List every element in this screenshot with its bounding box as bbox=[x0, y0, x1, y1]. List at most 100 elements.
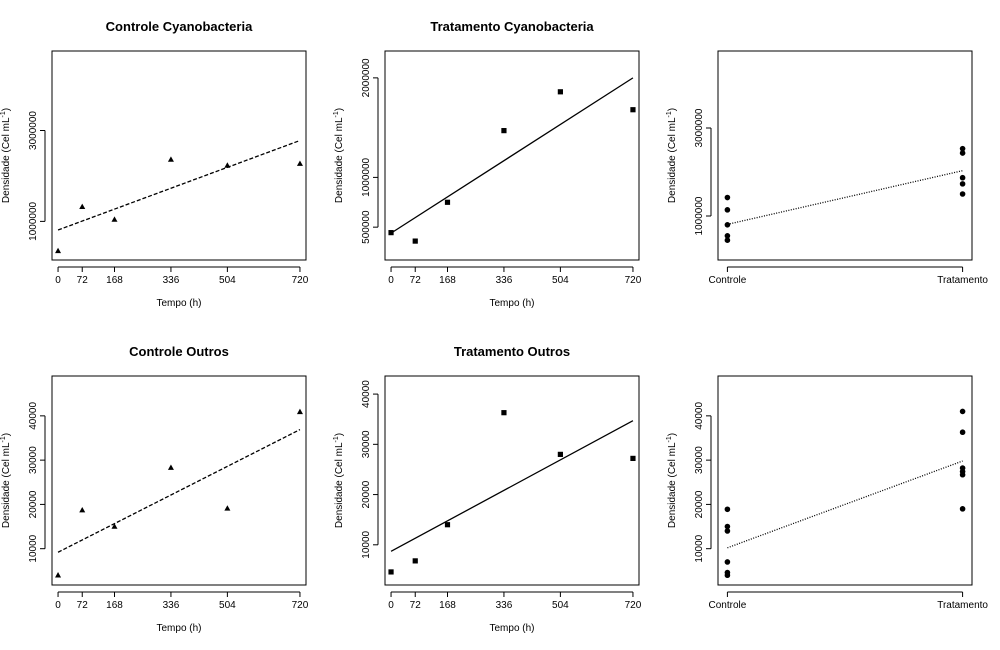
data-point bbox=[111, 216, 118, 222]
y-axis-label-text: Densidade (Cel mL bbox=[334, 117, 345, 203]
data-point bbox=[55, 247, 62, 254]
data-point bbox=[501, 410, 507, 416]
y-axis-label-superscript: -1 bbox=[666, 111, 673, 117]
data-point bbox=[296, 408, 303, 415]
data-point bbox=[724, 222, 731, 228]
y-tick-label: 10000 bbox=[28, 534, 39, 562]
data-point bbox=[724, 523, 731, 530]
x-axis-label: Tempo (h) bbox=[156, 623, 201, 634]
data-point bbox=[557, 89, 563, 95]
data-point bbox=[724, 572, 731, 579]
x-tick-label: 336 bbox=[163, 600, 180, 611]
x-tick-label: 720 bbox=[625, 600, 642, 611]
x-tick-label: Tratamento bbox=[937, 600, 988, 611]
y-tick-label: 30000 bbox=[28, 446, 39, 474]
regression-line bbox=[727, 170, 963, 225]
y-tick-label: 40000 bbox=[28, 402, 39, 430]
x-axis-label: Tempo (h) bbox=[156, 298, 201, 309]
y-axis-label-text: Densidade (Cel mL bbox=[1, 442, 12, 528]
y-axis-label-superscript: -1 bbox=[0, 436, 7, 442]
data-point bbox=[630, 455, 636, 461]
y-tick-label: 20000 bbox=[361, 480, 372, 508]
y-axis-label: Densidade (Cel mL-1) bbox=[0, 108, 12, 203]
x-tick-label: 72 bbox=[77, 275, 89, 286]
x-tick-label: 504 bbox=[552, 600, 569, 611]
x-axis-label: Tempo (h) bbox=[489, 298, 534, 309]
data-point bbox=[959, 174, 966, 181]
data-point bbox=[724, 207, 731, 213]
data-point bbox=[444, 522, 451, 528]
y-axis-label: Densidade (Cel mL-1) bbox=[333, 433, 345, 528]
x-tick-label: 0 bbox=[388, 600, 394, 611]
x-tick-label: 504 bbox=[552, 275, 569, 286]
y-axis-label: Densidade (Cel mL-1) bbox=[666, 433, 678, 528]
y-tick-label: 40000 bbox=[361, 380, 372, 408]
data-point bbox=[959, 408, 966, 415]
data-point bbox=[444, 199, 451, 205]
x-tick-label: 336 bbox=[496, 600, 513, 611]
y-axis-label: Densidade (Cel mL-1) bbox=[333, 108, 345, 203]
y-axis-label-text: Densidade (Cel mL bbox=[667, 117, 678, 203]
y-axis-label-close: ) bbox=[1, 433, 12, 436]
x-tick-label: 72 bbox=[77, 600, 89, 611]
data-point bbox=[724, 528, 731, 534]
data-point bbox=[959, 471, 966, 478]
panel-3: Controle Tratamento 1000000 3000000 Densidad… bbox=[666, 50, 988, 286]
x-tick-label: Controle bbox=[709, 275, 747, 286]
x-tick-label: 336 bbox=[496, 275, 513, 286]
y-tick-label: 3000000 bbox=[28, 111, 39, 150]
y-tick-label: 10000 bbox=[361, 530, 372, 558]
y-tick-label: 1000000 bbox=[694, 196, 705, 235]
plot-frame bbox=[717, 375, 973, 586]
plot-frame bbox=[717, 50, 973, 261]
data-point bbox=[959, 145, 966, 152]
y-tick-label: 20000 bbox=[694, 490, 705, 518]
y-tick-label: 500000 bbox=[361, 210, 372, 244]
x-tick-label: 168 bbox=[106, 600, 123, 611]
y-tick-label: 1000000 bbox=[28, 201, 39, 240]
panel-2: Tratamento Cyanobacteria 0 72 168 336 504 720 5… bbox=[333, 19, 642, 309]
data-point bbox=[724, 506, 731, 513]
data-point bbox=[167, 156, 174, 162]
data-point bbox=[724, 194, 731, 201]
y-tick-label: 20000 bbox=[28, 490, 39, 518]
x-tick-label: 168 bbox=[106, 275, 123, 286]
data-point bbox=[224, 505, 231, 511]
data-point bbox=[412, 238, 418, 244]
regression-line bbox=[727, 460, 963, 549]
y-tick-label: 10000 bbox=[694, 534, 705, 562]
y-axis-label: Densidade (Cel mL-1) bbox=[0, 433, 12, 528]
plot-frame bbox=[384, 375, 640, 586]
data-point bbox=[388, 569, 394, 575]
panel-6: Controle Tratamento 10000 20000 30000 40000 De… bbox=[666, 375, 988, 611]
data-point bbox=[724, 237, 731, 243]
data-point bbox=[111, 523, 118, 529]
y-axis-label-text: Densidade (Cel mL bbox=[334, 442, 345, 528]
y-axis-label-superscript: -1 bbox=[333, 436, 340, 442]
y-axis-label-text: Densidade (Cel mL bbox=[1, 117, 12, 203]
x-tick-label: Tratamento bbox=[937, 275, 988, 286]
x-tick-label: 720 bbox=[625, 275, 642, 286]
regression-line bbox=[57, 428, 301, 553]
x-tick-label: 168 bbox=[439, 275, 456, 286]
y-axis-label-close: ) bbox=[667, 108, 678, 111]
y-tick-label: 1000000 bbox=[361, 157, 372, 196]
y-axis-label-close: ) bbox=[334, 108, 345, 111]
data-point bbox=[959, 506, 966, 512]
y-axis-label-superscript: -1 bbox=[0, 111, 7, 117]
x-tick-label: Controle bbox=[709, 600, 747, 611]
y-axis-label: Densidade (Cel mL-1) bbox=[666, 108, 678, 203]
data-point bbox=[959, 150, 966, 156]
data-point bbox=[79, 203, 86, 210]
panel-1: Controle Cyanobacteria 0 72 168 336 504 720 100… bbox=[0, 19, 309, 309]
regression-line bbox=[390, 77, 634, 234]
data-point bbox=[724, 233, 731, 239]
x-tick-label: 504 bbox=[219, 275, 236, 286]
y-axis-label-close: ) bbox=[667, 433, 678, 436]
y-tick-label: 30000 bbox=[694, 446, 705, 474]
x-tick-label: 72 bbox=[410, 275, 422, 286]
data-point bbox=[388, 230, 394, 236]
panel-4: Controle Outros 0 72 168 336 504 720 10000 20000… bbox=[0, 344, 309, 634]
regression-line bbox=[390, 420, 634, 552]
